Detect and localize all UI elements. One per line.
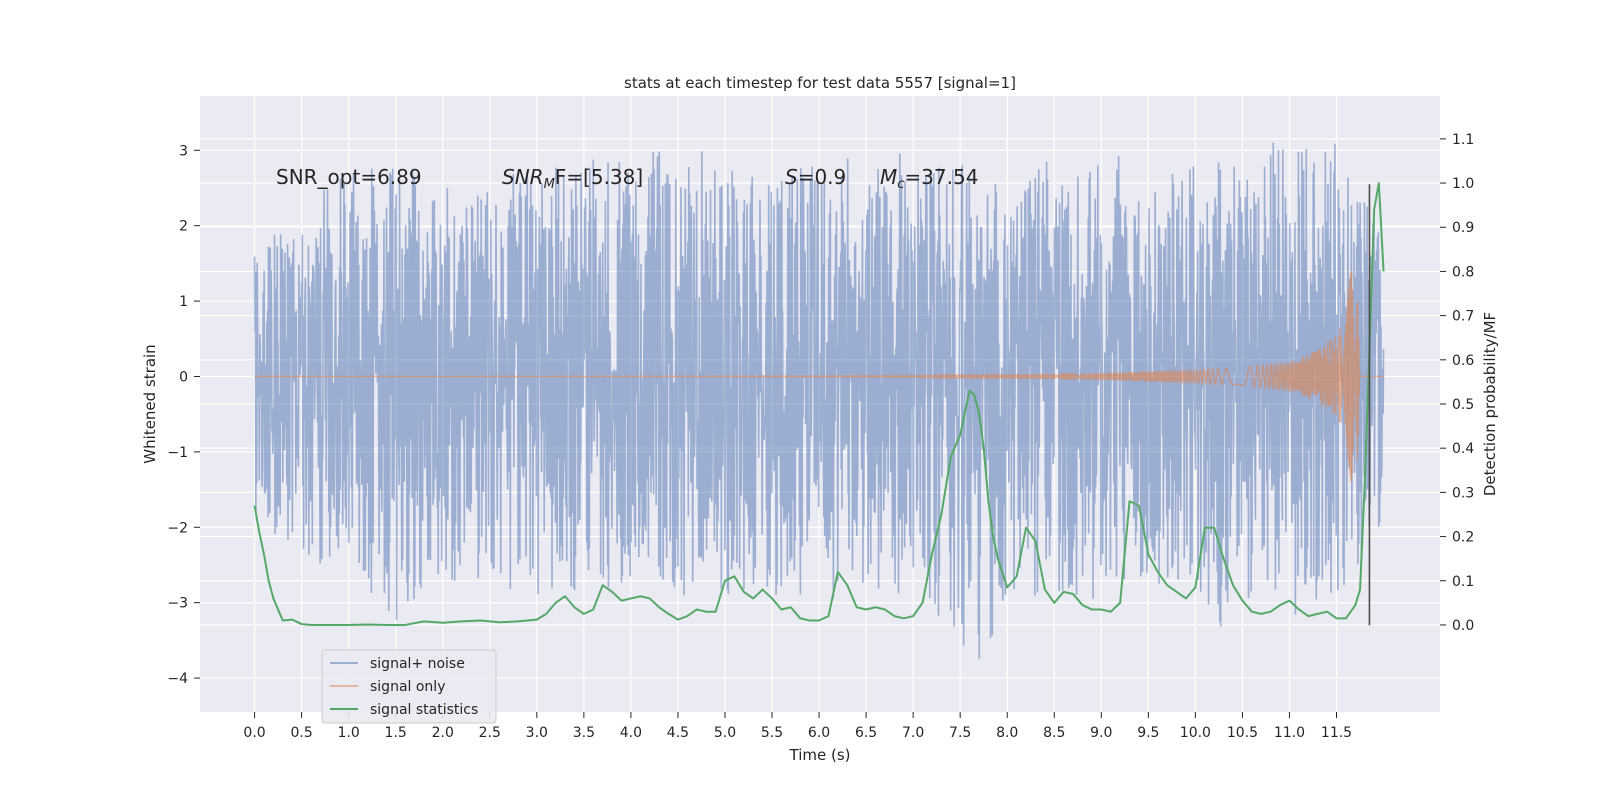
x-tick-label: 1.0 xyxy=(338,725,360,741)
x-tick-label: 10.5 xyxy=(1227,725,1258,741)
legend-label-signal-statistics: signal statistics xyxy=(370,702,478,718)
annotation-mc: Mc=37.54 xyxy=(880,165,978,192)
y-tick-label-right: 1.1 xyxy=(1452,132,1474,148)
y-tick-label-left: −3 xyxy=(167,596,188,612)
legend-label-signal-noise: signal+ noise xyxy=(370,656,465,672)
x-tick-label: 2.5 xyxy=(479,725,501,741)
x-tick-label: 8.5 xyxy=(1043,725,1065,741)
y-tick-label-left: 0 xyxy=(179,369,188,385)
x-tick-label: 9.0 xyxy=(1090,725,1112,741)
legend: signal+ noise signal only signal statist… xyxy=(321,649,497,724)
series-layer xyxy=(253,142,1385,659)
y-tick-label-left: 2 xyxy=(179,219,188,235)
y-tick-label-left: 3 xyxy=(179,143,188,159)
series-signal-only-line xyxy=(254,270,1384,482)
y-tick-label-right: 0.4 xyxy=(1452,441,1474,457)
y-tick-label-left: −1 xyxy=(167,445,188,461)
y-tick-label-right: 0.3 xyxy=(1452,485,1474,501)
x-tick-label: 1.5 xyxy=(385,725,407,741)
x-tick-label: 5.0 xyxy=(714,725,736,741)
y-axis-label-right: Detection probability/MF xyxy=(1481,312,1499,496)
x-tick-label: 4.5 xyxy=(667,725,689,741)
annotations: SNR_opt=6.89 SNRMF=[5.38] S=0.9 Mc=37.54 xyxy=(276,165,978,192)
y-tick-label-right: 1.0 xyxy=(1452,176,1474,192)
legend-frame xyxy=(321,649,497,724)
annotation-mc-symbol: M xyxy=(880,165,897,189)
y-tick-label-right: 0.1 xyxy=(1452,574,1474,590)
y-tick-label-left: −4 xyxy=(167,671,188,687)
annotation-mc-sub: c xyxy=(897,177,904,192)
y-tick-label-right: 0.9 xyxy=(1452,220,1474,236)
annotation-snr-mf-sub: M xyxy=(544,177,555,192)
annotation-s: S=0.9 xyxy=(785,165,846,189)
x-tick-label: 11.0 xyxy=(1274,725,1305,741)
x-tick-label: 11.5 xyxy=(1321,725,1352,741)
ticks: 0.0 0.5 1.0 1.5 2.0 2.5 3.0 3.5 4.0 4.5 5.0 5.5 6.0 6… xyxy=(167,132,1474,741)
y-tick-label-right: 0.5 xyxy=(1452,397,1474,413)
x-tick-label: 0.5 xyxy=(290,725,312,741)
annotation-snr-mf-main: SNR xyxy=(502,165,544,189)
annotation-snr-opt: SNR_opt=6.89 xyxy=(276,165,422,189)
y-tick-label-left: 1 xyxy=(179,294,188,310)
x-tick-label: 6.0 xyxy=(808,725,830,741)
x-tick-label: 5.5 xyxy=(761,725,783,741)
annotation-mc-value: =37.54 xyxy=(904,165,978,189)
y-tick-label-left: −2 xyxy=(167,520,188,536)
x-tick-label: 8.0 xyxy=(996,725,1018,741)
y-tick-label-right: 0.8 xyxy=(1452,264,1474,280)
y-tick-label-right: 0.7 xyxy=(1452,309,1474,325)
x-tick-label: 9.5 xyxy=(1137,725,1159,741)
x-tick-label: 7.0 xyxy=(902,725,924,741)
annotation-snr-mf-value: F=[5.38] xyxy=(555,165,643,189)
annotation-snr-mf: SNRMF=[5.38] xyxy=(502,165,643,192)
x-tick-label: 10.0 xyxy=(1180,725,1211,741)
chart-title: stats at each timestep for test data 555… xyxy=(624,74,1016,92)
x-tick-label: 3.5 xyxy=(573,725,595,741)
annotation-s-symbol: S xyxy=(785,165,798,189)
x-tick-label: 3.0 xyxy=(526,725,548,741)
x-axis-label: Time (s) xyxy=(789,746,851,764)
y-tick-label-right: 0.2 xyxy=(1452,530,1474,546)
y-tick-label-right: 0.6 xyxy=(1452,353,1474,369)
series-signal-statistics-line xyxy=(253,182,1385,626)
x-tick-label: 7.5 xyxy=(949,725,971,741)
y-axis-label-left: Whitened strain xyxy=(141,344,159,463)
annotation-s-value: =0.9 xyxy=(798,165,847,189)
x-tick-label: 4.0 xyxy=(620,725,642,741)
y-tick-label-right: 0.0 xyxy=(1452,618,1474,634)
x-tick-label: 2.0 xyxy=(432,725,454,741)
x-tick-label: 0.0 xyxy=(243,725,265,741)
legend-label-signal-only: signal only xyxy=(370,679,445,695)
x-tick-label: 6.5 xyxy=(855,725,877,741)
